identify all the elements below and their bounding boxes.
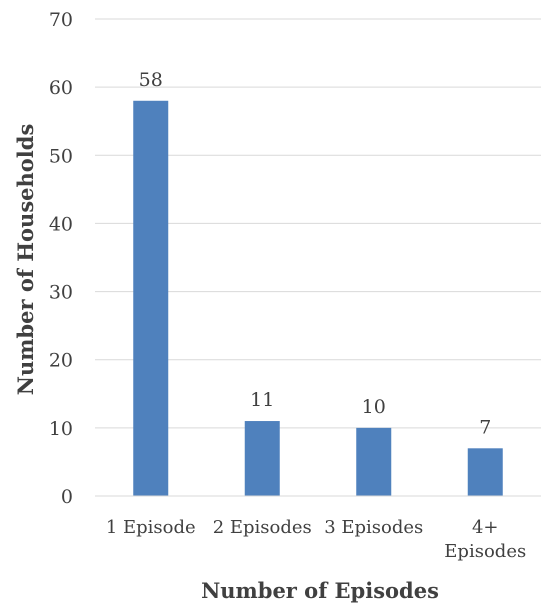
y-tick-label: 50 xyxy=(49,145,73,167)
x-tick-label: 4+ Episodes xyxy=(444,517,526,562)
x-tick-label: 1 Episode xyxy=(106,517,196,538)
x-tick-label: 3 Episodes xyxy=(324,517,423,538)
x-axis-title: Number of Episodes xyxy=(201,578,439,603)
y-tick-label: 30 xyxy=(49,282,73,304)
y-tick-label: 20 xyxy=(49,350,73,372)
bar xyxy=(356,427,392,496)
y-tick-label: 70 xyxy=(49,9,73,31)
y-axis-title: Number of Households xyxy=(13,124,38,396)
data-label: 10 xyxy=(362,396,386,418)
data-label: 11 xyxy=(250,389,274,411)
y-tick-label: 10 xyxy=(49,418,73,440)
y-axis-ticks: 0 10 20 30 40 50 60 70 xyxy=(49,9,73,508)
x-axis-ticks: 1 Episode 2 Episodes 3 Episodes 4+ Episodes xyxy=(106,517,526,562)
bar xyxy=(467,448,503,496)
bars xyxy=(133,100,503,497)
y-tick-label: 40 xyxy=(49,213,73,235)
data-label: 58 xyxy=(139,69,163,91)
y-tick-label: 60 xyxy=(49,77,73,99)
gridlines xyxy=(95,18,541,429)
data-labels: 58 11 10 7 xyxy=(139,69,492,439)
data-label: 7 xyxy=(479,416,491,438)
bar xyxy=(244,421,280,496)
bar xyxy=(133,100,169,497)
x-tick-label: 2 Episodes xyxy=(213,517,312,538)
y-tick-label: 0 xyxy=(61,486,73,508)
